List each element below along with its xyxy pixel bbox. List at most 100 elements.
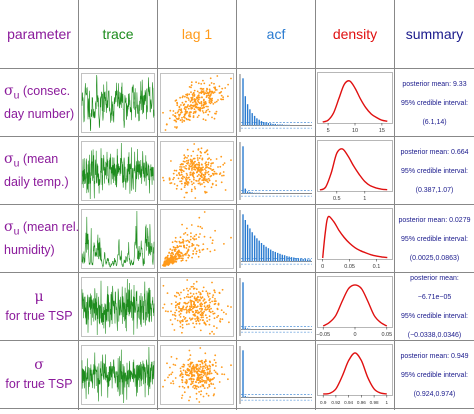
lag-point [194, 187, 197, 190]
lag-point [183, 176, 186, 179]
lag-point [193, 99, 196, 102]
summary-ci: (0.924,0.974) [413, 390, 456, 398]
lag-point [212, 162, 214, 164]
lag-point [187, 369, 190, 372]
trace-frame [81, 277, 155, 337]
lag-point [201, 380, 204, 383]
param-symbol: σ [4, 218, 14, 235]
lag-point [206, 320, 209, 322]
lag-point [169, 257, 171, 260]
lag-point [196, 379, 198, 382]
lag-point [205, 290, 208, 293]
lag-point [175, 117, 178, 120]
lag-point [174, 364, 177, 366]
lag-point [170, 356, 173, 358]
lag-point [200, 90, 203, 92]
lag-point [206, 171, 208, 174]
lag-point [174, 253, 177, 256]
lag-point [197, 386, 200, 388]
lag-point [199, 385, 202, 388]
lag-point [185, 259, 188, 262]
lag-point [193, 111, 196, 113]
lag-point [227, 305, 229, 308]
header-density: density [332, 26, 378, 42]
lag-point [194, 314, 197, 317]
lag-point [208, 97, 211, 100]
lag-point [208, 304, 211, 306]
lag-point [190, 81, 193, 84]
lag-point [203, 181, 205, 184]
lag-point [199, 171, 202, 174]
lag-point [191, 295, 194, 297]
lag-point [186, 96, 188, 99]
lag-point [201, 157, 204, 160]
lag-point [201, 166, 203, 169]
lag-point [206, 180, 208, 182]
lag-point [205, 163, 208, 166]
lag-point [193, 143, 196, 145]
lag-point [200, 104, 203, 107]
lag-point [170, 382, 172, 384]
lag-point [203, 235, 206, 238]
density-tick-label: 0.05 [344, 264, 355, 270]
lag-point [207, 163, 210, 166]
lag-point [207, 173, 210, 176]
lag-point [187, 363, 190, 366]
lag-point [213, 387, 216, 389]
lag-point [190, 383, 193, 385]
param-label-line1: (mean rel. [19, 219, 80, 234]
density-tick-label: 1 [386, 400, 389, 405]
lag-point [187, 293, 189, 296]
lag-point [202, 106, 205, 109]
lag-point [181, 252, 183, 255]
lag-point [193, 95, 196, 97]
lag-point [190, 305, 193, 308]
lag-point [213, 312, 216, 315]
lag-point [180, 260, 183, 262]
lag-point [202, 88, 205, 90]
lag-point [164, 256, 167, 259]
lag-point [176, 102, 179, 105]
lag-point [192, 157, 195, 160]
lag-point [203, 82, 206, 85]
lag-point [181, 101, 184, 104]
lag-point [201, 164, 203, 166]
lag-point [179, 370, 182, 373]
lag-point [173, 294, 176, 297]
lag-point [203, 101, 206, 104]
lag-point [179, 254, 181, 257]
lag-point [177, 251, 180, 254]
lag-point [220, 181, 223, 184]
lag-point [201, 376, 204, 379]
lag-point [213, 289, 216, 292]
lag-point [164, 310, 167, 312]
lag-point [208, 305, 211, 308]
lag-point [183, 157, 186, 160]
lag-point [220, 366, 223, 368]
lag-point [170, 303, 173, 305]
lag-point [220, 155, 223, 158]
lag-point [193, 387, 196, 390]
acf-plot-row2 [239, 142, 312, 200]
lag-point [195, 322, 198, 325]
lag-point [191, 104, 194, 107]
lag-point [209, 77, 212, 80]
density-plot-row2: 0.5 1 [317, 140, 393, 202]
lag-point [191, 367, 193, 369]
lag-point [179, 168, 181, 171]
lag-point [205, 309, 208, 311]
lag-point [191, 245, 193, 247]
density-frame [317, 72, 393, 124]
lag-point [197, 312, 199, 315]
lag-point [209, 301, 211, 304]
lag-point [182, 315, 185, 318]
lag-point [179, 119, 182, 122]
density-curve [322, 215, 388, 259]
lag-point [188, 317, 191, 320]
lag-point [197, 255, 200, 258]
lag-point [188, 167, 190, 169]
lag-point [187, 155, 190, 157]
lag-point [183, 364, 186, 366]
lag-point [197, 301, 199, 303]
